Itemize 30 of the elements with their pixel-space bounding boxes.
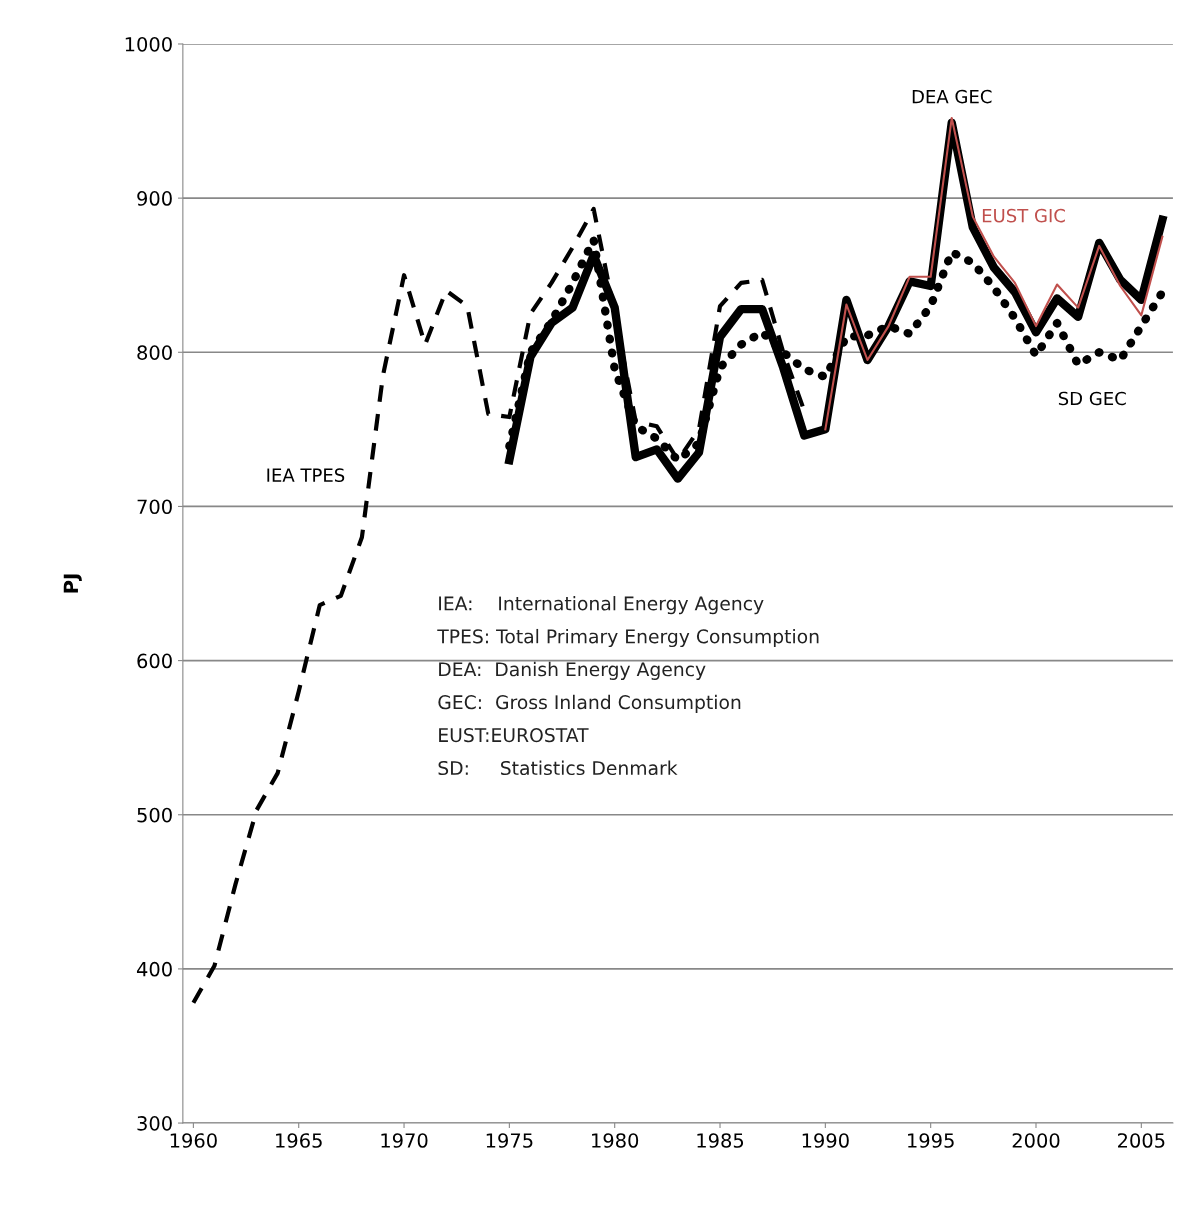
y-tick-label: 500 [137,807,172,823]
line-series [824,116,1164,431]
series-label: IEA TPES [267,468,345,482]
y-tick-label: 300 [137,1116,172,1131]
series-label: SD GEC [1058,391,1126,406]
x-tick-label: 1975 [486,1133,533,1148]
x-tick-label: 2005 [1118,1133,1165,1148]
x-tick-label: 1985 [697,1133,744,1148]
annotation: EUST:EUROSTAT [439,728,589,743]
x-tick-label: 1995 [908,1133,954,1148]
annotation: IEA: International Energy Agency [439,596,764,615]
y-tick-label: 700 [137,499,172,515]
series-label: DEA GEC [912,89,992,104]
y-tick-label: 400 [136,961,172,977]
x-tick-label: 2000 [1012,1133,1060,1148]
y-tick-label: 600 [137,653,172,669]
x-tick-label: 1960 [170,1133,217,1148]
y-tick-label: 800 [137,345,172,360]
x-tick-label: 1980 [592,1133,639,1148]
x-tick-label: 1990 [802,1133,849,1148]
y-axis-title: PJ [63,574,82,593]
series-label: EUST GIC [982,208,1065,223]
annotation: GEC: Gross Inland Consumption [438,694,741,713]
annotation: TPES: Total Primary Energy Consumption [437,628,819,648]
annotation: DEA: Danish Energy Agency [439,661,706,680]
x-tick-label: 1970 [381,1133,428,1148]
annotation: SD: Statistics Denmark [438,760,678,776]
y-tick-label: 900 [137,191,172,206]
x-tick-label: 1965 [276,1133,322,1148]
y-tick-label: 1000 [125,36,172,52]
